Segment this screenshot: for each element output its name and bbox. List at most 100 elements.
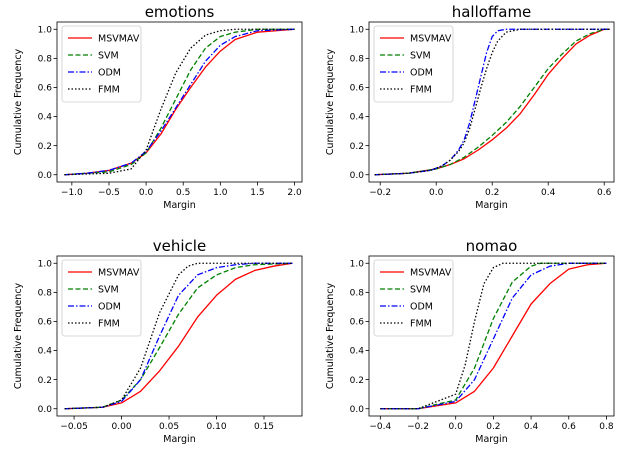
x-tick-label: 0.0 bbox=[449, 422, 464, 432]
axes-frame bbox=[368, 21, 615, 183]
x-tick-label: 0.6 bbox=[562, 422, 577, 432]
legend-box bbox=[373, 259, 454, 337]
y-tick-label: 0.0 bbox=[350, 405, 365, 415]
legend-label: FMM bbox=[410, 85, 432, 96]
x-tick-label: 0.10 bbox=[207, 422, 227, 432]
y-axis-label: Cumulative Frequency bbox=[13, 48, 24, 155]
x-tick-label: 0.0 bbox=[139, 188, 154, 198]
series-line-odm bbox=[380, 262, 607, 410]
series-line-odm bbox=[64, 262, 293, 410]
chart-title: nomao bbox=[466, 237, 518, 255]
legend-label: ODM bbox=[98, 302, 121, 313]
legend-label: FMM bbox=[98, 319, 120, 330]
legend: MSVMAV SVM ODM FMM bbox=[61, 259, 142, 337]
y-tick-label: 1.0 bbox=[38, 259, 53, 269]
x-tick-label: 0.15 bbox=[254, 422, 274, 432]
series-line-svm bbox=[64, 262, 293, 410]
y-axis-label: Cumulative Frequency bbox=[325, 282, 336, 389]
y-tick-label: 1.0 bbox=[38, 25, 53, 35]
y-tick-label: 0.8 bbox=[350, 289, 365, 299]
y-tick-label: 0.8 bbox=[38, 55, 53, 65]
y-tick-label: 0.4 bbox=[38, 113, 53, 123]
chart-1: halloffame −0.2 0.0 0.2 0.4 0.6 0.0 0.2 0.4 0.6 0.… bbox=[325, 3, 615, 211]
y-tick-label: 0.6 bbox=[350, 84, 365, 94]
x-axis-label: Margin bbox=[163, 200, 195, 211]
y-tick-label: 0.2 bbox=[350, 376, 364, 386]
chart-0: emotions −1.0 −0.5 0.0 0.5 1.0 1.5 2.0 0.0 0.2 0.4… bbox=[13, 3, 303, 211]
chart-2: vehicle −0.05 0.00 0.05 0.10 0.15 0.0 0.2 0.4 0.6… bbox=[13, 237, 303, 445]
legend: MSVMAV SVM ODM FMM bbox=[61, 25, 142, 103]
x-tick-label: 1.5 bbox=[250, 188, 264, 198]
y-tick-label: 1.0 bbox=[350, 25, 365, 35]
x-tick-label: 0.8 bbox=[599, 422, 614, 432]
y-tick-label: 0.4 bbox=[350, 113, 365, 123]
legend-label: SVM bbox=[98, 51, 119, 62]
y-tick-label: 0.2 bbox=[350, 142, 364, 152]
x-tick-label: 0.00 bbox=[112, 422, 132, 432]
chart-title: vehicle bbox=[153, 237, 206, 255]
series-line-fmm bbox=[64, 28, 295, 176]
y-tick-label: 0.4 bbox=[350, 347, 365, 357]
legend-box bbox=[373, 25, 454, 103]
y-tick-label: 0.0 bbox=[350, 171, 365, 181]
series-line-svm bbox=[64, 28, 295, 176]
y-tick-label: 0.6 bbox=[350, 318, 365, 328]
y-axis-label: Cumulative Frequency bbox=[13, 282, 24, 389]
legend-box bbox=[61, 25, 142, 103]
series-line-msvmav bbox=[380, 262, 607, 410]
x-tick-label: 0.4 bbox=[541, 188, 556, 198]
legend: MSVMAV SVM ODM FMM bbox=[373, 259, 454, 337]
axes-frame bbox=[368, 255, 615, 417]
x-tick-label: 0.05 bbox=[159, 422, 179, 432]
y-tick-label: 0.6 bbox=[38, 84, 53, 94]
series-line-svm bbox=[380, 262, 607, 410]
series-line-msvmav bbox=[64, 262, 293, 410]
x-tick-label: −0.05 bbox=[60, 422, 88, 432]
y-tick-label: 0.2 bbox=[38, 142, 52, 152]
legend-label: FMM bbox=[98, 85, 120, 96]
axes-frame bbox=[56, 21, 303, 183]
x-tick-label: 0.4 bbox=[524, 422, 539, 432]
legend-label: MSVMAV bbox=[98, 34, 140, 45]
chart-title: halloffame bbox=[452, 3, 532, 21]
x-tick-label: −0.5 bbox=[98, 188, 120, 198]
legend-label: ODM bbox=[410, 302, 433, 313]
x-axis-label: Margin bbox=[163, 434, 195, 445]
legend-label: MSVMAV bbox=[98, 268, 140, 279]
legend-box bbox=[61, 259, 142, 337]
legend-label: ODM bbox=[98, 68, 121, 79]
chart-3: nomao −0.4 −0.2 0.0 0.2 0.4 0.6 0.8 0.0 0.2 0.4 0.6… bbox=[325, 237, 615, 445]
x-tick-label: 0.2 bbox=[486, 422, 500, 432]
legend-label: FMM bbox=[410, 319, 432, 330]
x-tick-label: −1.0 bbox=[61, 188, 83, 198]
legend: MSVMAV SVM ODM FMM bbox=[373, 25, 454, 103]
series-line-fmm bbox=[380, 262, 607, 410]
legend-label: SVM bbox=[410, 285, 431, 296]
y-tick-label: 1.0 bbox=[350, 259, 365, 269]
x-axis-label: Margin bbox=[475, 434, 507, 445]
x-tick-label: 0.6 bbox=[597, 188, 612, 198]
legend-label: ODM bbox=[410, 68, 433, 79]
x-tick-label: 0.5 bbox=[176, 188, 190, 198]
x-axis-label: Margin bbox=[475, 200, 507, 211]
legend-label: SVM bbox=[98, 285, 119, 296]
legend-label: SVM bbox=[410, 51, 431, 62]
y-tick-label: 0.8 bbox=[350, 55, 365, 65]
series-line-fmm bbox=[374, 28, 610, 176]
y-tick-label: 0.4 bbox=[38, 347, 53, 357]
x-tick-label: −0.2 bbox=[407, 422, 429, 432]
y-tick-label: 0.8 bbox=[38, 289, 53, 299]
legend-label: MSVMAV bbox=[410, 268, 452, 279]
x-tick-label: 2.0 bbox=[287, 188, 302, 198]
legend-label: MSVMAV bbox=[410, 34, 452, 45]
x-tick-label: −0.4 bbox=[369, 422, 391, 432]
series-line-svm bbox=[374, 28, 610, 176]
series-line-odm bbox=[64, 28, 295, 176]
x-tick-label: 1.0 bbox=[213, 188, 228, 198]
y-tick-label: 0.2 bbox=[38, 376, 52, 386]
x-tick-label: −0.2 bbox=[369, 188, 391, 198]
y-axis-label: Cumulative Frequency bbox=[325, 48, 336, 155]
y-tick-label: 0.6 bbox=[38, 318, 53, 328]
x-tick-label: 0.2 bbox=[485, 188, 499, 198]
